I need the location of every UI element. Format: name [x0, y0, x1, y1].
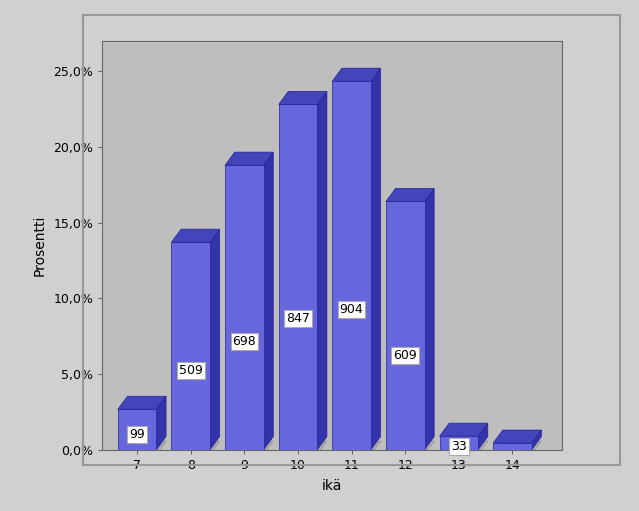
- Polygon shape: [118, 396, 166, 409]
- Text: 509: 509: [179, 364, 203, 377]
- Text: 33: 33: [451, 440, 466, 453]
- Bar: [171, 242, 210, 450]
- Bar: [279, 104, 318, 450]
- Polygon shape: [264, 152, 273, 450]
- Polygon shape: [440, 423, 488, 436]
- Polygon shape: [532, 430, 541, 450]
- Bar: [225, 165, 264, 450]
- Polygon shape: [371, 68, 381, 450]
- Polygon shape: [424, 189, 434, 450]
- Polygon shape: [478, 423, 488, 450]
- Text: 698: 698: [233, 335, 256, 348]
- Polygon shape: [118, 441, 166, 454]
- Polygon shape: [386, 441, 434, 454]
- Polygon shape: [332, 68, 381, 81]
- Text: 609: 609: [394, 349, 417, 362]
- Polygon shape: [493, 430, 541, 443]
- Bar: [493, 443, 532, 450]
- Text: 99: 99: [129, 428, 145, 441]
- Polygon shape: [318, 91, 327, 450]
- Polygon shape: [157, 396, 166, 450]
- Polygon shape: [171, 229, 220, 242]
- Text: 904: 904: [340, 303, 364, 316]
- Text: 847: 847: [286, 312, 310, 325]
- Bar: [440, 436, 478, 450]
- Polygon shape: [332, 441, 381, 454]
- X-axis label: ikä: ikä: [322, 479, 343, 493]
- Polygon shape: [386, 189, 434, 201]
- Polygon shape: [225, 152, 273, 165]
- Polygon shape: [493, 441, 541, 454]
- Polygon shape: [279, 441, 327, 454]
- Bar: [118, 409, 157, 450]
- Polygon shape: [279, 91, 327, 104]
- Y-axis label: Prosentti: Prosentti: [33, 215, 47, 276]
- Polygon shape: [171, 441, 220, 454]
- Polygon shape: [210, 229, 220, 450]
- Bar: [332, 81, 371, 450]
- Bar: [386, 201, 424, 450]
- Polygon shape: [225, 441, 273, 454]
- Polygon shape: [440, 441, 488, 454]
